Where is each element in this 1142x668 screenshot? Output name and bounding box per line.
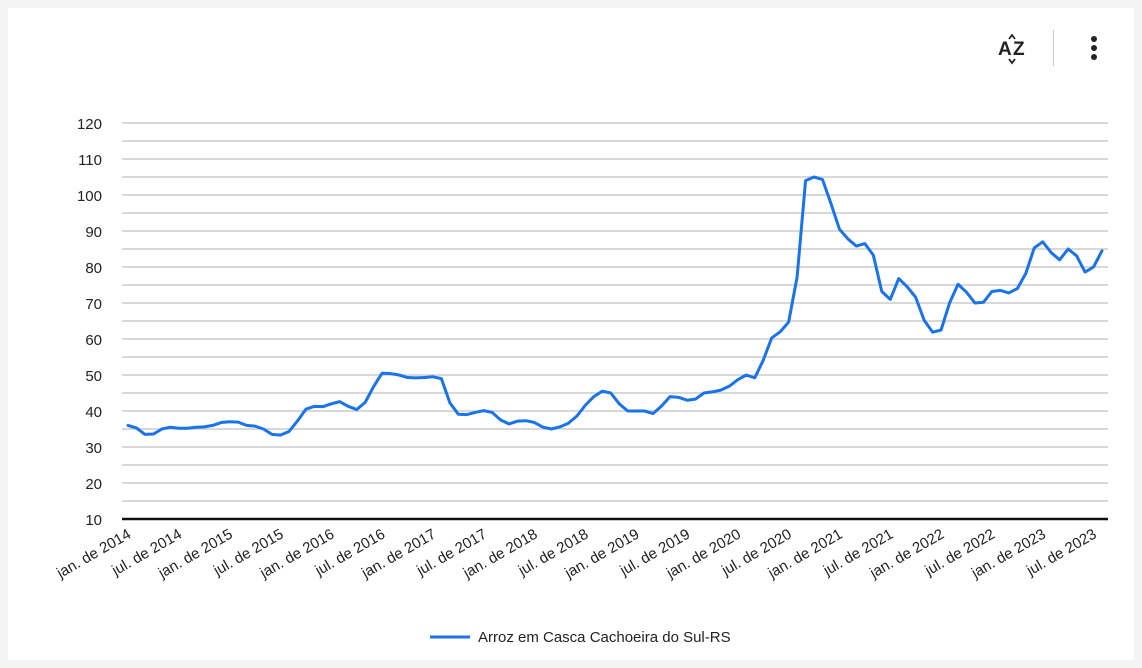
legend: Arroz em Casca Cachoeira do Sul-RS xyxy=(430,629,731,646)
y-tick-label: 30 xyxy=(85,440,102,457)
y-tick-label: 100 xyxy=(77,188,102,205)
sort-az-icon[interactable]: A Z xyxy=(993,28,1033,68)
y-tick-label: 120 xyxy=(77,116,102,133)
series-group xyxy=(126,175,1104,437)
y-tick-label: 80 xyxy=(85,260,102,277)
svg-text:A: A xyxy=(998,39,1012,60)
y-tick-label: 90 xyxy=(85,224,102,241)
svg-text:Z: Z xyxy=(1013,39,1025,60)
toolbar-divider xyxy=(1053,30,1054,66)
y-tick-label: 40 xyxy=(85,404,102,421)
y-tick-label: 20 xyxy=(85,476,102,493)
y-tick-label: 70 xyxy=(85,296,102,313)
chart-card: A Z xyxy=(8,8,1134,660)
more-vert-icon[interactable] xyxy=(1074,28,1114,68)
y-tick-label: 110 xyxy=(78,152,102,169)
gridlines xyxy=(122,122,1108,502)
y-tick-label: 50 xyxy=(85,368,102,385)
y-axis-ticks: 10 20 30 40 50 60 70 80 90 100 110 120 xyxy=(77,116,102,529)
y-tick-label: 10 xyxy=(85,512,102,529)
y-tick-label: 60 xyxy=(85,332,102,349)
series-line xyxy=(126,175,1104,437)
chart-toolbar: A Z xyxy=(993,28,1114,68)
legend-label: Arroz em Casca Cachoeira do Sul-RS xyxy=(478,629,731,646)
